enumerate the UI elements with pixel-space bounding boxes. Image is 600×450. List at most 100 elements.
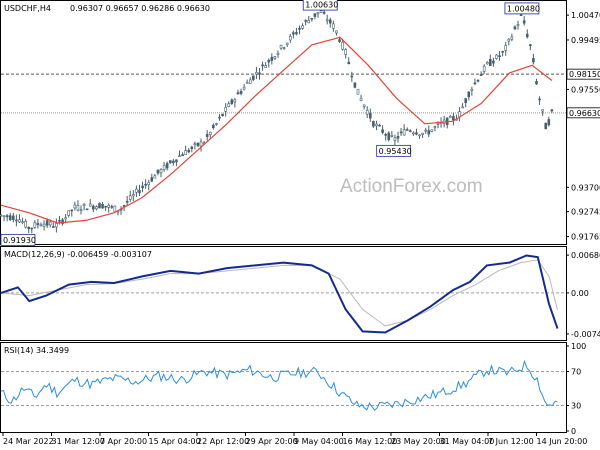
candle-body xyxy=(218,116,221,119)
candle-body xyxy=(384,134,387,136)
candle-body xyxy=(252,75,255,80)
macd-axis-tick-label: 0.00 xyxy=(571,289,589,298)
candle-body xyxy=(135,188,138,193)
price-header: USDCHF,H4 xyxy=(4,4,51,13)
price-axis-tick-label: 0.99495 xyxy=(571,36,600,45)
candle-body xyxy=(449,116,452,118)
reference-price-label: 0.98150 xyxy=(569,70,600,79)
candle-body xyxy=(476,79,480,82)
candle-body xyxy=(369,113,372,119)
candle-body xyxy=(452,116,455,121)
candle-body xyxy=(510,36,514,40)
candle-body xyxy=(427,130,431,135)
candle-body xyxy=(258,72,261,75)
time-tick-label: 16 May 12:00 xyxy=(343,437,398,446)
rsi-title: RSI(14) 34.3499 xyxy=(4,346,69,355)
price-ohlc: 0.96307 0.96657 0.96286 0.96630 xyxy=(70,4,210,13)
candle-body xyxy=(212,124,215,128)
candle-body xyxy=(168,160,172,164)
candle-body xyxy=(412,132,415,135)
candle-body xyxy=(150,177,154,182)
candle-body xyxy=(5,215,9,218)
candle-body xyxy=(313,13,317,17)
candle-body xyxy=(295,32,298,35)
annotation-box xyxy=(302,0,338,11)
candle-body xyxy=(473,82,477,85)
candle-body xyxy=(27,226,30,230)
candle-body xyxy=(304,20,307,22)
candle-body xyxy=(547,119,551,126)
macd-panel: MACD(12,26,9) -0.006459 -0.003107 0.0068… xyxy=(0,246,600,341)
annotation-label: 0.91930 xyxy=(3,236,36,245)
candle-body xyxy=(298,27,301,30)
candle-body xyxy=(104,205,107,208)
candle-body xyxy=(2,215,6,218)
candle-body xyxy=(113,205,117,213)
candle-body xyxy=(132,194,135,197)
rsi-axis-tick-label: 30 xyxy=(571,402,581,411)
candle-body xyxy=(353,82,357,88)
candle-body xyxy=(501,51,504,53)
candle-body xyxy=(67,210,71,216)
candle-body xyxy=(196,142,200,147)
candle-body xyxy=(224,107,227,112)
candle-body xyxy=(273,56,277,59)
watermark: ActionForex.com xyxy=(340,176,483,197)
candle-body xyxy=(107,204,111,208)
candle-body xyxy=(190,146,194,150)
candle-body xyxy=(18,219,21,223)
time-tick-label: 22 Apr 12:00 xyxy=(197,437,249,446)
candle-body xyxy=(264,65,267,68)
price-annotations: 1.00630 1.00480 0.95430 0.91930 xyxy=(0,0,540,246)
candle-body xyxy=(535,81,538,85)
candle-body xyxy=(144,183,147,186)
time-tick-label: 14 Jun 20:00 xyxy=(537,437,588,446)
candle-body xyxy=(39,224,43,227)
candle-body xyxy=(402,129,406,136)
candle-body xyxy=(322,11,326,14)
candle-body xyxy=(30,227,34,230)
time-tick-label: 9 May 04:00 xyxy=(294,437,344,446)
candle-body xyxy=(495,54,498,59)
candle-body xyxy=(288,36,292,41)
candle-body xyxy=(205,134,209,137)
candle-body xyxy=(270,57,274,61)
candle-body xyxy=(122,205,126,207)
candle-body xyxy=(396,136,400,139)
candle-body xyxy=(525,33,529,38)
candle-body xyxy=(33,222,37,228)
candle-body xyxy=(409,130,412,132)
candle-body xyxy=(421,132,424,135)
candle-body xyxy=(125,200,129,203)
candle-body xyxy=(36,223,40,226)
candle-body xyxy=(393,137,397,141)
current-price-tag: 0.96630 xyxy=(566,107,600,119)
candle-body xyxy=(516,24,520,26)
candle-body xyxy=(362,104,366,107)
candle-body xyxy=(101,203,104,209)
price-axis: 1.004700.994950.975500.965750.937000.927… xyxy=(566,11,600,242)
annotation-box xyxy=(376,144,412,157)
candle-body xyxy=(64,217,67,220)
annotation-label: 1.00480 xyxy=(507,4,540,13)
candle-body xyxy=(208,132,212,135)
candle-body xyxy=(504,45,508,51)
candle-body xyxy=(0,214,3,217)
candle-body xyxy=(236,92,240,95)
candle-body xyxy=(544,122,548,130)
candle-body xyxy=(261,64,264,67)
rsi-axis-tick-label: 0 xyxy=(571,427,576,436)
candle-body xyxy=(138,189,141,194)
candle-body xyxy=(328,19,332,24)
candle-body xyxy=(172,160,175,164)
candle-body xyxy=(405,129,409,131)
candle-body xyxy=(519,14,523,16)
macd-axis-tick-label: -0.007454 xyxy=(571,330,600,339)
candle-body xyxy=(245,82,249,84)
candle-body xyxy=(418,134,421,137)
candle-body xyxy=(359,97,363,101)
candle-body xyxy=(372,120,375,127)
candle-body xyxy=(128,195,132,200)
